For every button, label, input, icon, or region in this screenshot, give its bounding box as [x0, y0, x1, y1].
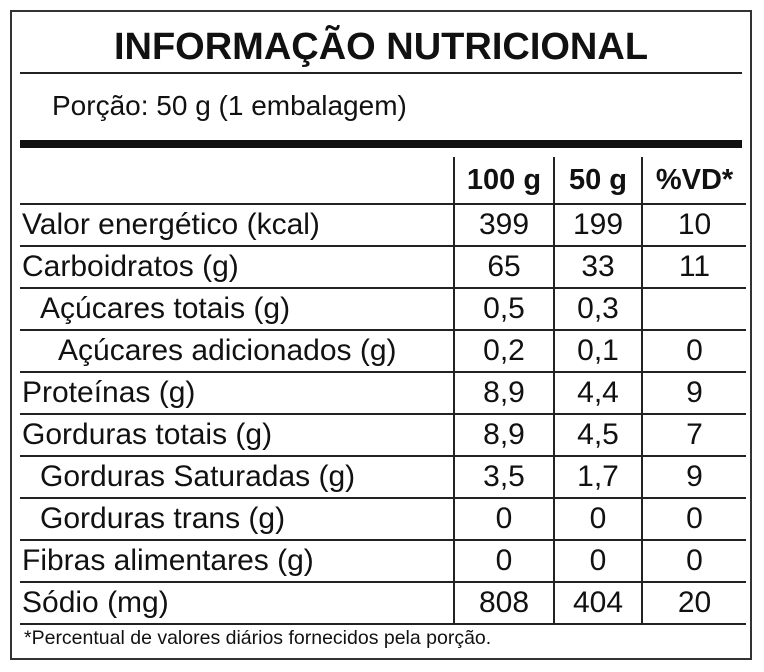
nutrient-value: 0,3 [553, 287, 642, 330]
nutrient-value: 808 [453, 581, 554, 625]
column-header: 100 g [453, 157, 554, 204]
nutrient-value: 0,2 [453, 329, 554, 372]
nutrient-value: 0 [553, 497, 642, 540]
nutrient-row: Gorduras totais (g) 8,9 4,5 7 [20, 413, 746, 456]
header-cell [20, 157, 454, 204]
nutrient-row: Valor energético (kcal) 399 199 10 [20, 203, 746, 246]
nutrient-value: 0 [641, 497, 746, 540]
nutrient-value: 3,5 [453, 455, 554, 498]
column-header: %VD* [641, 157, 746, 204]
nutrient-row: Gorduras trans (g) 0 0 0 [20, 497, 746, 540]
nutrient-name: Carboidratos (g) [20, 245, 454, 288]
thick-rule [20, 140, 742, 148]
column-header: 50 g [553, 157, 642, 204]
nutrient-value: 0,5 [453, 287, 554, 330]
nutrient-name: Açúcares adicionados (g) [20, 329, 454, 372]
nutrient-value: 10 [641, 203, 746, 246]
nutrient-value: 404 [553, 581, 642, 625]
nutrient-value: 0 [553, 539, 642, 582]
nutrient-value: 20 [641, 581, 746, 625]
rule [20, 72, 742, 74]
nutrient-value: 0 [641, 539, 746, 582]
nutrient-name: Gorduras trans (g) [20, 497, 454, 540]
nutrient-name: Gorduras totais (g) [20, 413, 454, 456]
nutrient-value: 399 [453, 203, 554, 246]
nutrient-row: Açúcares totais (g) 0,5 0,3 [20, 287, 746, 330]
nutrient-value [641, 287, 746, 330]
nutrient-name: Valor energético (kcal) [20, 203, 454, 246]
nutrient-row: Fibras alimentares (g) 0 0 0 [20, 539, 746, 582]
nutrient-value: 4,5 [553, 413, 642, 456]
title: INFORMAÇÃO NUTRICIONAL [113, 26, 649, 68]
nutrient-name: Gorduras Saturadas (g) [20, 455, 454, 498]
nutrient-value: 9 [641, 371, 746, 414]
table-body: 100 g 50 g %VD* Valor energético (kcal) 399 1… [20, 157, 746, 625]
nutrient-row: Açúcares adicionados (g) 0,2 0,1 0 [20, 329, 746, 372]
nutrient-value: 8,9 [453, 413, 554, 456]
nutrient-row: Carboidratos (g) 65 33 11 [20, 245, 746, 288]
nutrient-value: 9 [641, 455, 746, 498]
nutrient-name: Proteínas (g) [20, 371, 454, 414]
footnote: *Percentual de valores diários fornecido… [24, 627, 492, 649]
nutrient-name: Açúcares totais (g) [20, 287, 454, 330]
serving: Porção: 50 g (1 embalagem) [52, 90, 407, 121]
header-row: 100 g 50 g %VD* [20, 157, 746, 204]
nutrient-value: 11 [641, 245, 746, 288]
nutrient-name: Sódio (mg) [20, 581, 454, 625]
nutrient-row: Sódio (mg) 808 404 20 [20, 581, 746, 625]
nutrient-row: Gorduras Saturadas (g) 3,5 1,7 9 [20, 455, 746, 498]
nutrient-value: 0 [453, 497, 554, 540]
nutrient-value: 4,4 [553, 371, 642, 414]
label-box: INFORMAÇÃO NUTRICIONAL Porção: 50 g (1 e… [10, 10, 752, 660]
nutrient-value: 8,9 [453, 371, 554, 414]
nutrient-value: 0 [641, 329, 746, 372]
nutrient-value: 33 [553, 245, 642, 288]
nutrient-value: 199 [553, 203, 642, 246]
nutrient-value: 7 [641, 413, 746, 456]
nutrient-value: 0 [453, 539, 554, 582]
nutrient-value: 0,1 [553, 329, 642, 372]
nutrient-row: Proteínas (g) 8,9 4,4 9 [20, 371, 746, 414]
nutrient-name: Fibras alimentares (g) [20, 539, 454, 582]
nutrient-value: 65 [453, 245, 554, 288]
nutrient-value: 1,7 [553, 455, 642, 498]
nutrition-table: 100 g 50 g %VD* Valor energético (kcal) 399 1… [20, 157, 746, 625]
